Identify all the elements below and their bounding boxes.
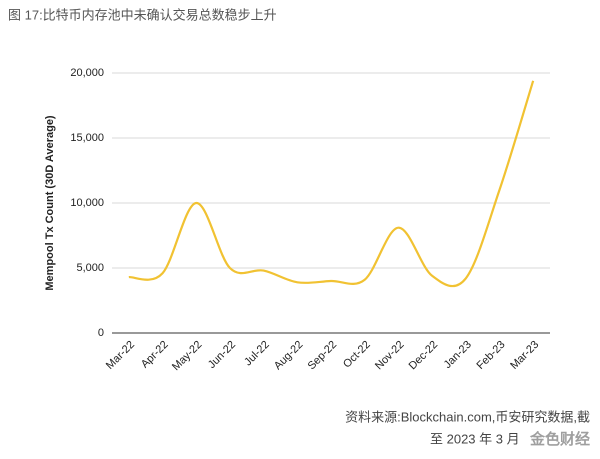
- x-tick-label: Apr-22: [139, 339, 171, 371]
- y-axis-label: Mempool Tx Count (30D Average): [44, 115, 56, 291]
- x-tick-label: May-22: [170, 339, 204, 373]
- x-tick-label: Mar-22: [104, 339, 137, 372]
- source-line: 至 2023 年 3 月: [430, 431, 520, 446]
- x-tick-label: Sep-22: [306, 339, 340, 373]
- x-tick-label: Nov-22: [373, 339, 407, 373]
- x-tick-label: Feb-23: [475, 339, 508, 372]
- x-tick-label: Jul-22: [242, 339, 272, 369]
- watermark: 金色财经: [529, 430, 590, 448]
- y-tick-label: 10,000: [70, 197, 104, 209]
- y-tick-label: 20,000: [70, 67, 104, 79]
- chart-title: 图 17:比特币内存池中未确认交易总数稳步上升: [8, 7, 277, 22]
- x-tick-label: Jun-22: [206, 339, 238, 371]
- data-line: [128, 80, 535, 288]
- x-tick-label: Oct-22: [341, 339, 373, 371]
- y-tick-label: 15,000: [70, 132, 104, 144]
- y-tick-label: 0: [98, 327, 104, 339]
- x-tick-label: Aug-22: [272, 339, 306, 373]
- x-tick-label: Jan-23: [442, 339, 474, 371]
- y-tick-label: 5,000: [76, 262, 104, 274]
- source-line: 资料来源:Blockchain.com,币安研究数据,截: [345, 409, 590, 424]
- x-tick-label: Mar-23: [508, 339, 541, 372]
- x-tick-label: Dec-22: [407, 339, 441, 373]
